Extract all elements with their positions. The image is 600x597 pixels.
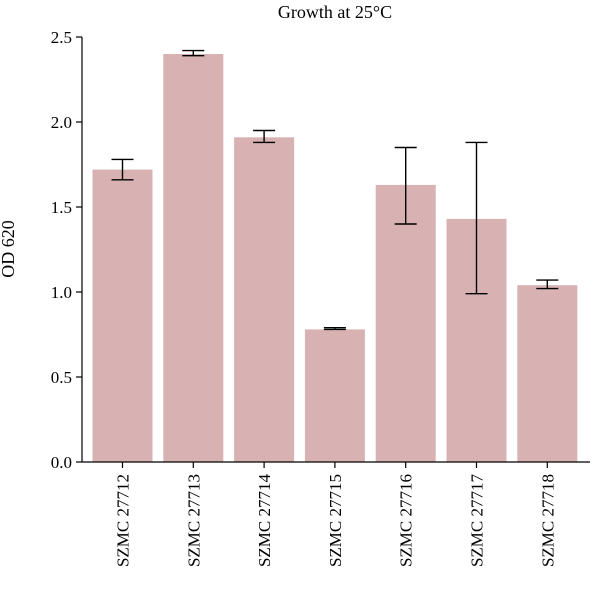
y-tick-label: 2.0 [51,113,72,132]
x-tick-label: SZMC 27712 [114,474,133,567]
x-tick-label: SZMC 27717 [468,474,487,568]
x-tick-label: SZMC 27713 [184,474,203,567]
y-tick-label: 0.5 [51,368,72,387]
y-tick-label: 1.0 [51,283,72,302]
bar [234,137,295,463]
bar [163,54,224,462]
x-tick-label: SZMC 27718 [538,474,557,567]
x-tick-label: SZMC 27715 [326,474,345,567]
x-tick-label: SZMC 27714 [255,474,274,568]
bar [92,169,153,462]
y-tick-label: 2.5 [51,28,72,47]
y-axis-label: OD 620 [0,220,18,278]
x-tick-label: SZMC 27716 [397,474,416,567]
error-bars-group [111,49,559,331]
y-tick-label: 0.0 [51,453,72,472]
bar [304,329,365,462]
bar [375,184,436,462]
bars-group [92,54,578,463]
chart-title: Growth at 25°C [278,2,392,22]
x-ticks-group: SZMC 27712 SZMC 27713 SZMC 27714 SZMC 27715… [114,462,557,568]
y-tick-label: 1.5 [51,198,72,217]
y-ticks-group: 0.0 0.5 1.0 1.5 2.0 2.5 [51,28,82,472]
bar [517,285,578,462]
